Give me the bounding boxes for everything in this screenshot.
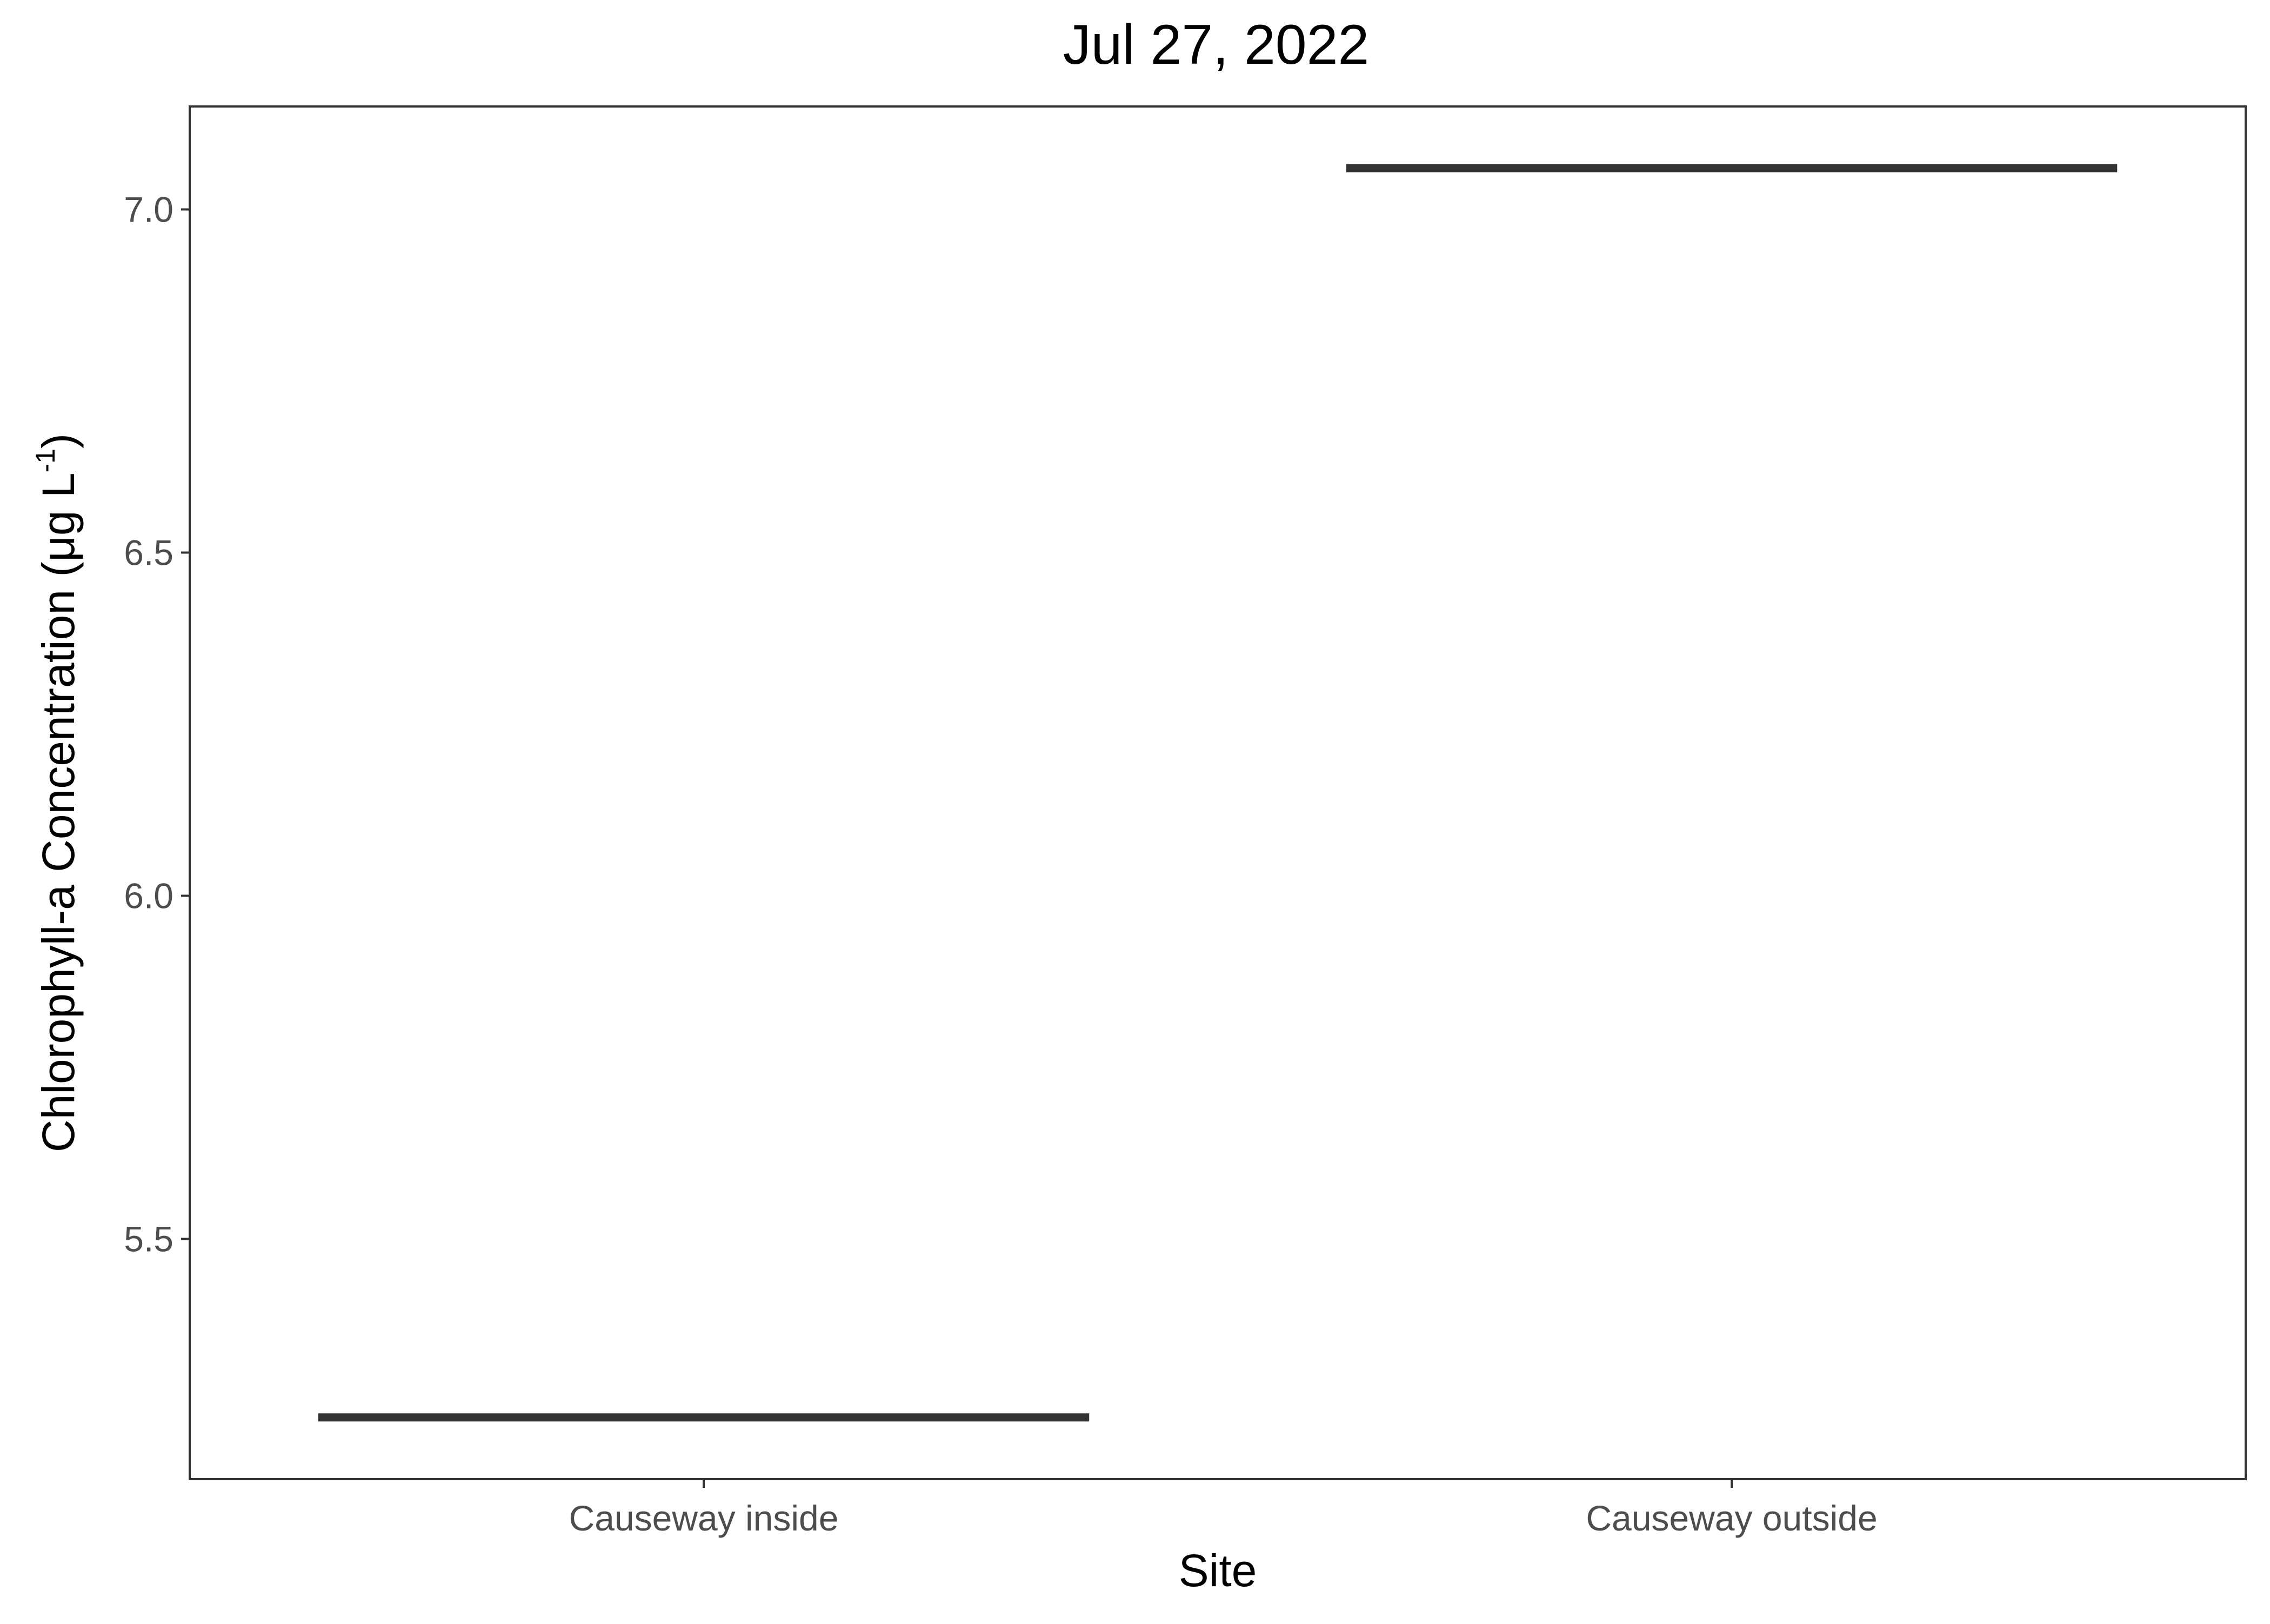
x-tick-label: Causeway outside	[1586, 1498, 1877, 1538]
y-axis: 5.5 6.0 6.5 7.0	[124, 190, 190, 1259]
x-axis: Causeway inside Causeway outside	[569, 1479, 1878, 1538]
y-axis-title-main: Chlorophyll-a Concentration (μg L	[33, 472, 84, 1152]
y-axis-title-superscript: -1	[30, 449, 61, 472]
y-axis-title: Chlorophyll-a Concentration (μg L-1)	[30, 433, 84, 1152]
plot-panel-border	[189, 105, 2247, 1480]
y-tick-label: 5.5	[124, 1219, 173, 1259]
plot-marks	[318, 164, 2118, 1422]
x-tick-label: Causeway inside	[569, 1498, 839, 1538]
y-tick-label: 6.0	[124, 876, 173, 916]
y-tick-label: 7.0	[124, 190, 173, 230]
y-tick-label: 6.5	[124, 533, 173, 573]
x-axis-title: Site	[1179, 1545, 1257, 1596]
chart-title: Jul 27, 2022	[1063, 14, 1370, 76]
y-axis-title-close: )	[33, 433, 84, 449]
